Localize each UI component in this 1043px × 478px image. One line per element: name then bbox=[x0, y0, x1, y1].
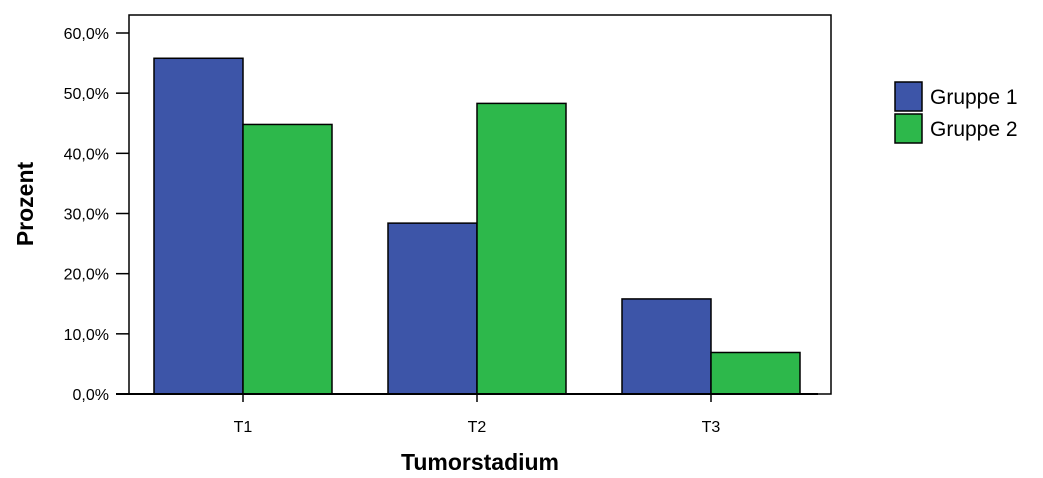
legend: Gruppe 1 Gruppe 2 bbox=[894, 81, 1018, 144]
y-tick-label: 40,0% bbox=[64, 146, 109, 163]
y-tick-label: 10,0% bbox=[64, 327, 109, 344]
y-axis: 0,0% 10,0% 20,0% 30,0% 40,0% 50,0% 60,0% bbox=[64, 26, 129, 404]
legend-swatch bbox=[894, 81, 923, 112]
y-axis-title: Prozent bbox=[12, 161, 38, 246]
x-tick-label: T1 bbox=[234, 419, 253, 436]
legend-swatch bbox=[894, 113, 923, 144]
x-tick-label: T3 bbox=[702, 419, 721, 436]
y-tick-label: 60,0% bbox=[64, 26, 109, 43]
x-axis: T1 T2 T3 bbox=[234, 394, 721, 436]
y-tick-label: 50,0% bbox=[64, 86, 109, 103]
bar-t1-series-1 bbox=[153, 57, 244, 395]
bar-t2-series-1 bbox=[387, 222, 478, 395]
y-tick-label: 30,0% bbox=[64, 207, 109, 224]
x-tick-label: T2 bbox=[468, 419, 487, 436]
legend-label: Gruppe 1 bbox=[930, 86, 1018, 109]
y-tick-label: 0,0% bbox=[73, 387, 109, 404]
bar-t2-series-2 bbox=[476, 102, 567, 395]
legend-label: Gruppe 2 bbox=[930, 118, 1018, 141]
bar-t3-series-1 bbox=[621, 298, 712, 395]
bars-group bbox=[153, 57, 801, 395]
y-tick-label: 20,0% bbox=[64, 267, 109, 284]
bar-t1-series-2 bbox=[242, 123, 333, 395]
bar-t3-series-2 bbox=[710, 351, 801, 395]
x-axis-title: Tumorstadium bbox=[401, 449, 559, 475]
